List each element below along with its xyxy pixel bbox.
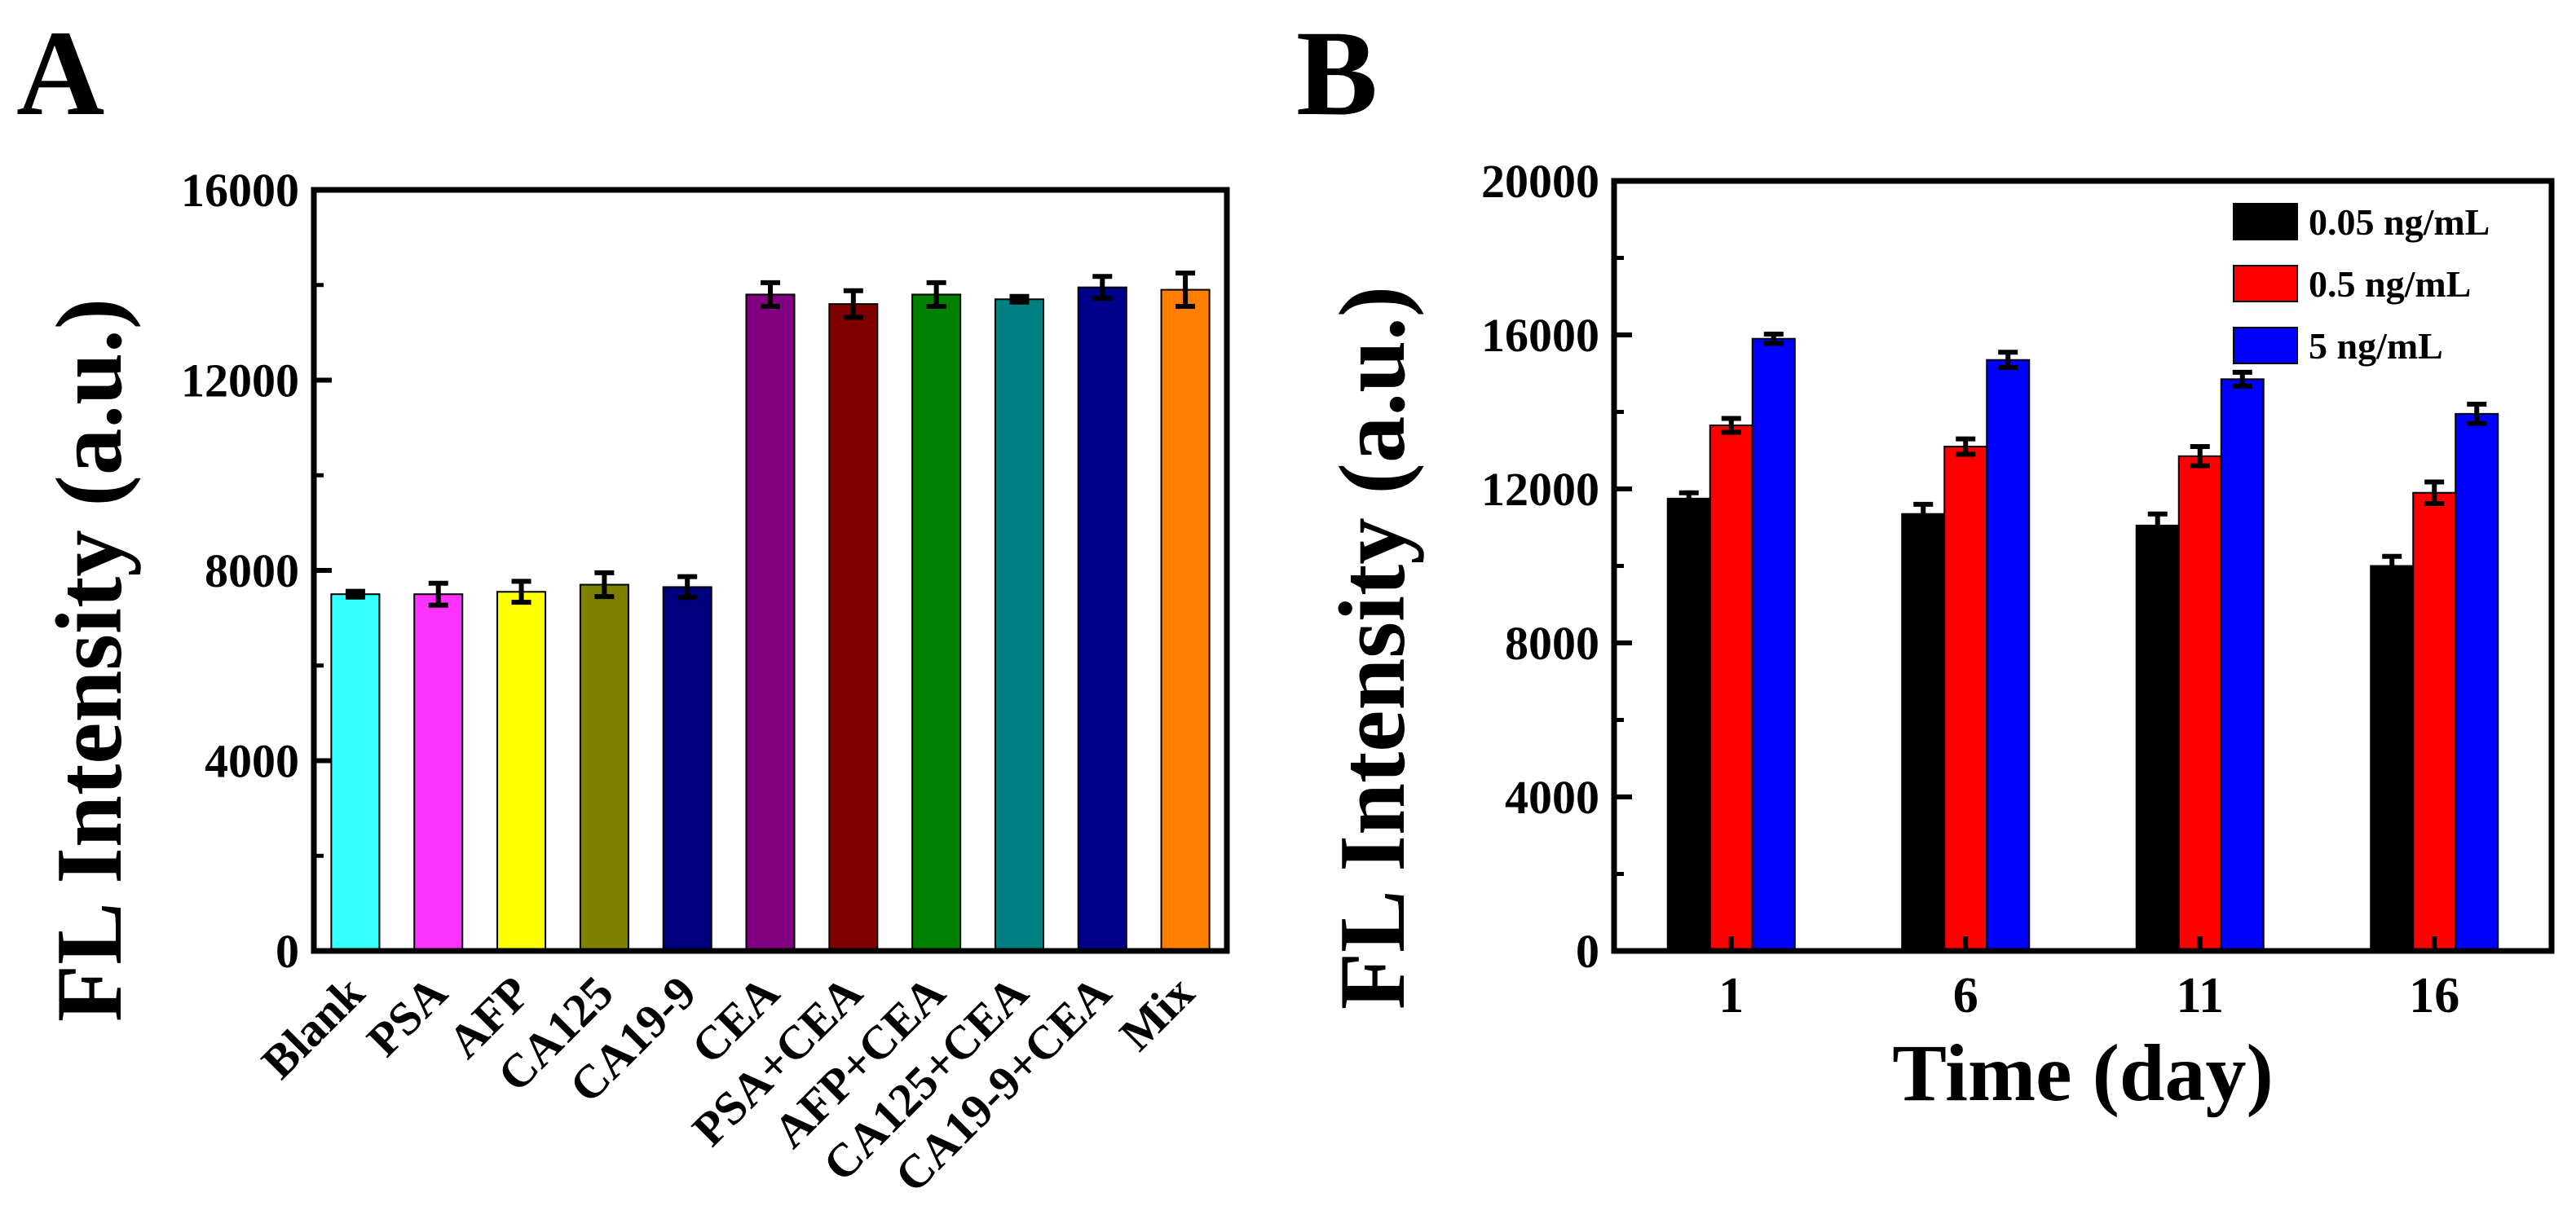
- panel-a-bars: [330, 286, 1211, 953]
- panel-b-y-axis-label: FL Intensity (a.u.): [1321, 286, 1424, 1010]
- legend-label: 5 ng/mL: [2309, 325, 2443, 367]
- bar-mix: [1160, 288, 1211, 952]
- y-tick-label: 12000: [181, 354, 299, 407]
- x-tick-label: 1: [1718, 968, 1744, 1023]
- error-bar: [2382, 553, 2402, 579]
- panel-a-error-bars: [345, 271, 1196, 608]
- legend-swatch: [2233, 327, 2298, 364]
- y-tick-label: 8000: [205, 544, 299, 597]
- y-tick-label: 4000: [205, 735, 299, 788]
- bar-ca19-9-cea: [1077, 286, 1127, 952]
- y-tick-label: 0: [276, 925, 299, 978]
- error-bar: [511, 579, 532, 605]
- panel-a: A FL Intensity (a.u.) 0 4000 8000 12000 1600…: [16, 6, 1230, 1203]
- error-bar: [1956, 436, 1976, 457]
- bar-cea: [745, 293, 796, 952]
- x-tick-label: 11: [2176, 968, 2224, 1023]
- legend-item: 0.5 ng/mL: [2233, 263, 2471, 305]
- y-tick-label: 16000: [1481, 309, 1599, 362]
- panel-b-label: B: [1296, 6, 1378, 141]
- bar-blank: [330, 593, 381, 952]
- error-bar: [2190, 444, 2210, 469]
- error-bar: [2467, 402, 2487, 426]
- bar-day-16-series-3: [2455, 412, 2499, 952]
- panel-a-plot-frame: [311, 187, 1230, 954]
- bar-ca125-cea: [994, 298, 1044, 952]
- error-bar: [1009, 293, 1030, 305]
- error-bar: [1721, 416, 1741, 435]
- bar-day-1-series-2: [1709, 425, 1753, 952]
- x-tick-label: Mix: [1109, 966, 1205, 1061]
- bar-day-1-series-3: [1751, 337, 1796, 953]
- legend-swatch: [2233, 203, 2298, 240]
- bar-afp-cea: [911, 293, 962, 952]
- bar-day-16-series-1: [2370, 565, 2415, 952]
- panel-b-plot-frame: [1611, 178, 2555, 954]
- panel-b-legend: 0.05 ng/mL 0.5 ng/mL 5 ng/mL: [2233, 201, 2490, 367]
- error-bar: [843, 288, 863, 320]
- legend-item: 0.05 ng/mL: [2233, 201, 2490, 243]
- panel-b-x-tick-labels: 1 6 11 16: [1718, 936, 2459, 1023]
- y-tick-label: 8000: [1505, 617, 1599, 670]
- y-tick-label: 12000: [1481, 463, 1599, 516]
- error-bar: [2424, 479, 2445, 506]
- error-bar: [1998, 350, 2018, 371]
- y-tick-label: 4000: [1505, 771, 1599, 824]
- bar-day-16-series-2: [2412, 491, 2457, 952]
- bar-day-6-series-2: [1943, 446, 1988, 952]
- error-bar: [761, 279, 780, 310]
- bar-afp: [496, 591, 547, 952]
- bar-day-11-series-3: [2220, 378, 2265, 952]
- panel-a-y-ticks: 0 4000 8000 12000 16000: [181, 164, 332, 978]
- error-bar: [345, 588, 365, 600]
- y-tick-label: 20000: [1481, 155, 1599, 208]
- legend-item: 5 ng/mL: [2233, 325, 2443, 367]
- bar-day-1-series-1: [1666, 497, 1711, 952]
- panel-b: B FL Intensity (a.u.) 0 4000 8000 12000 1600…: [1296, 6, 2555, 1118]
- error-bar: [428, 580, 448, 608]
- panel-b-error-bars: [1678, 332, 2487, 579]
- bar-ca19-9: [662, 586, 712, 953]
- bar-day-11-series-2: [2177, 455, 2222, 952]
- error-bar: [2232, 369, 2252, 389]
- error-bar: [594, 570, 615, 600]
- x-tick-label: 6: [1953, 968, 1978, 1023]
- error-bar: [1092, 274, 1113, 301]
- error-bar: [677, 574, 698, 601]
- y-tick-label: 0: [1576, 925, 1599, 978]
- legend-swatch: [2233, 265, 2298, 302]
- x-tick-label: 16: [2409, 968, 2459, 1023]
- bar-day-6-series-3: [1986, 359, 2031, 952]
- panel-a-label: A: [16, 6, 104, 141]
- error-bar: [1763, 332, 1784, 346]
- error-bar: [2147, 511, 2168, 540]
- error-bar: [1176, 271, 1196, 310]
- panel-b-bars: [1666, 337, 2499, 953]
- panel-b-y-ticks: 0 4000 8000 12000 16000 20000: [1481, 155, 1632, 978]
- error-bar: [1678, 490, 1699, 507]
- x-tick-label: Blank: [251, 966, 374, 1089]
- bar-ca125: [579, 583, 629, 952]
- x-tick-label: PSA: [356, 966, 457, 1067]
- bar-day-6-series-1: [1901, 513, 1946, 952]
- y-tick-label: 16000: [181, 164, 299, 217]
- bar-day-11-series-1: [2135, 524, 2180, 952]
- panel-b-x-axis-label: Time (day): [1892, 1028, 2274, 1118]
- panel-a-y-axis-label: FL Intensity (a.u.): [37, 298, 141, 1022]
- panel-a-x-tick-labels: BlankPSAAFPCA125CA19-9CEAPSA+CEAAFP+CEAC…: [251, 966, 1204, 1203]
- bar-psa: [413, 593, 464, 952]
- error-bar: [1913, 501, 1934, 526]
- legend-label: 0.05 ng/mL: [2309, 201, 2490, 243]
- legend-label: 0.5 ng/mL: [2309, 263, 2471, 305]
- error-bar: [926, 279, 946, 310]
- bar-psa-cea: [828, 303, 879, 953]
